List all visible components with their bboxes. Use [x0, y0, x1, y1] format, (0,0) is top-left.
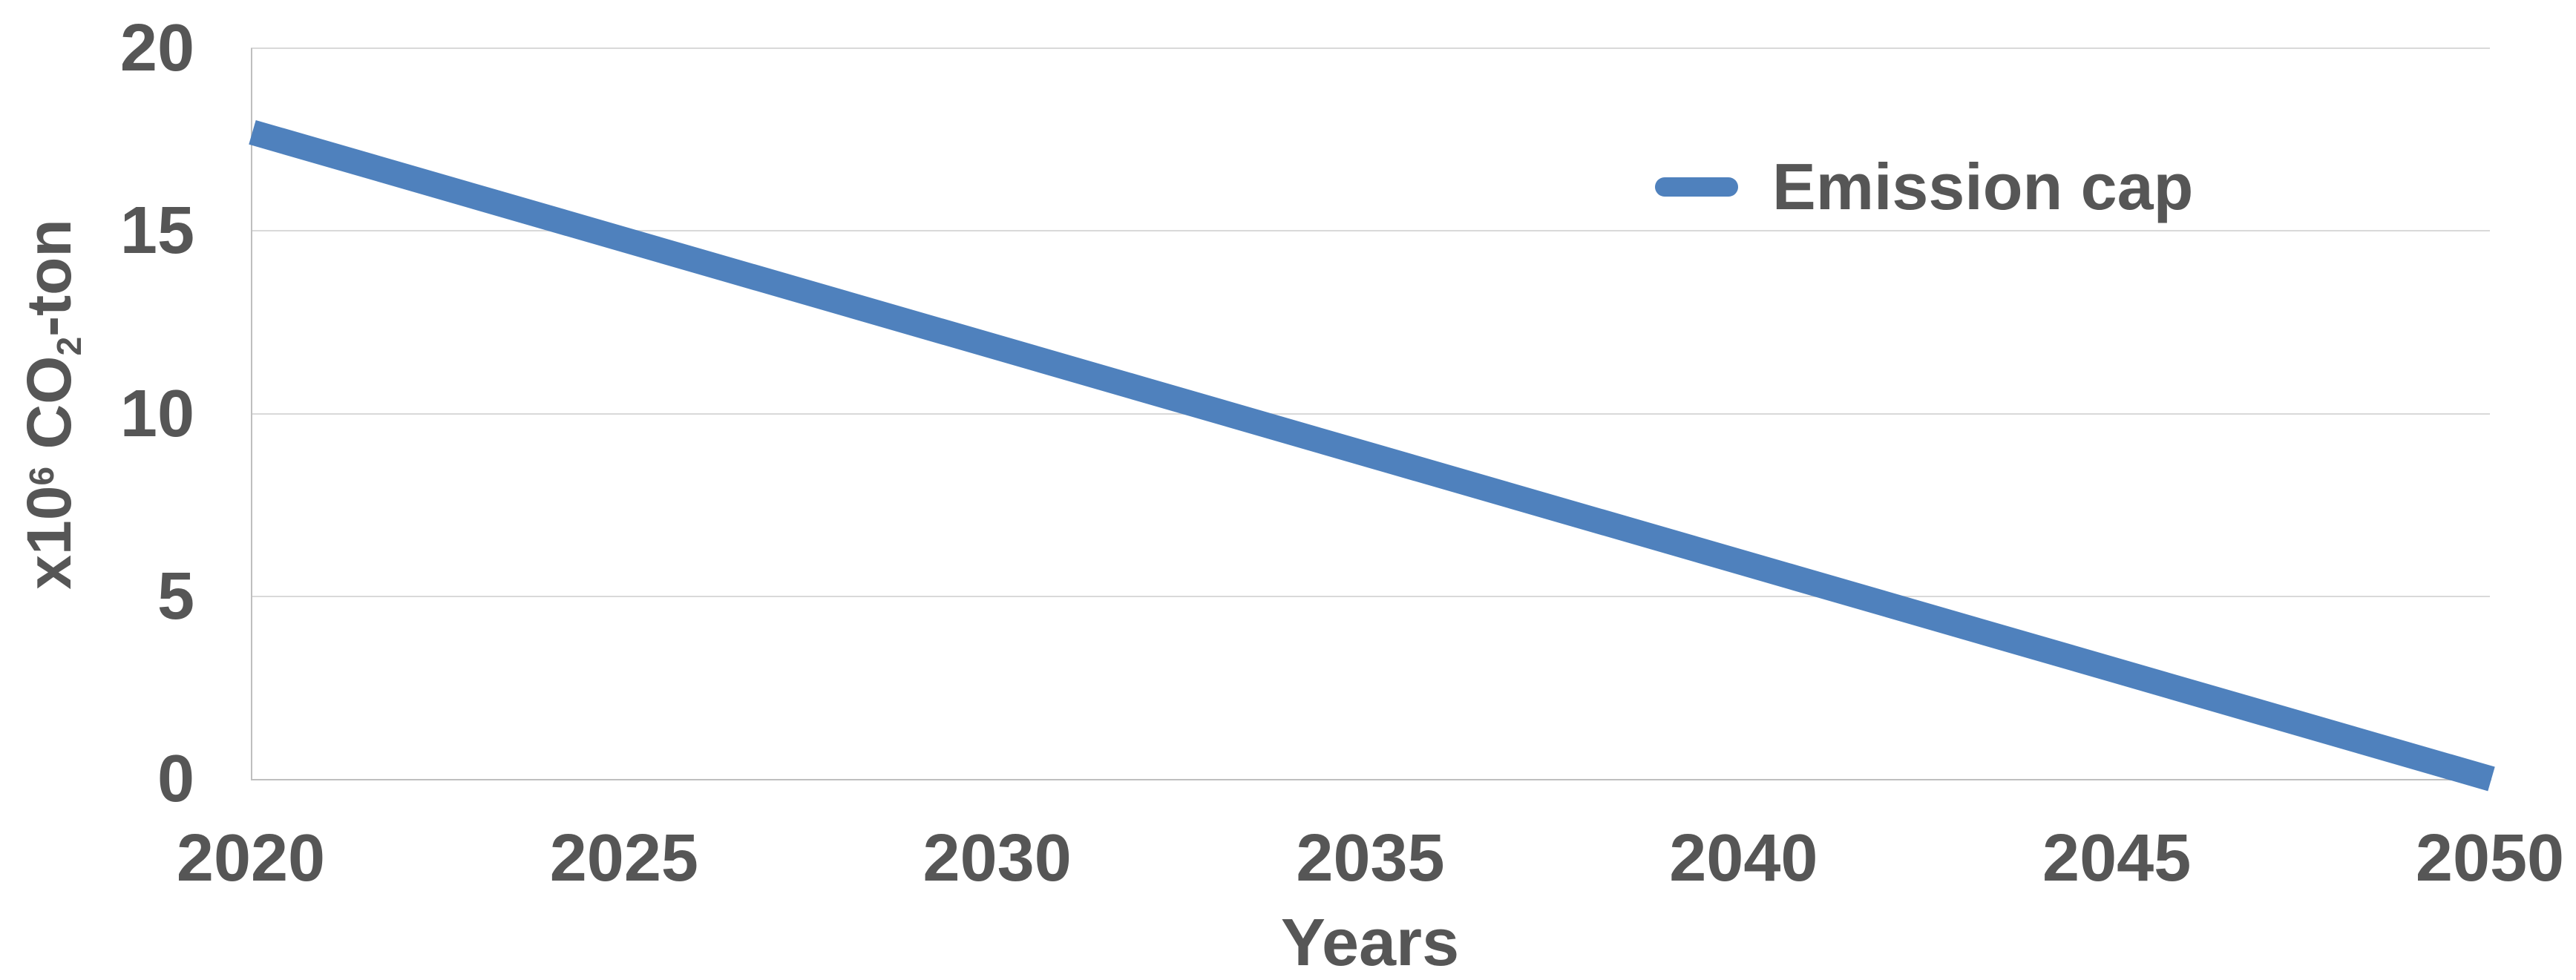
x-tick-label-2050: 2050: [2415, 821, 2565, 895]
plot-area: [249, 48, 2495, 792]
y-axis-title: x106 CO2-ton: [14, 219, 88, 589]
y-axis-title-superscript: 6: [22, 466, 61, 486]
emission-cap-line-series: [249, 119, 2495, 792]
line-chart-canvas: [249, 119, 2495, 792]
x-tick-label-2035: 2035: [1296, 821, 1445, 895]
y-tick-label-5: 5: [157, 559, 194, 634]
y-axis-title-prefix: x10: [14, 485, 84, 590]
y-tick-label-15: 15: [119, 194, 194, 269]
legend-label: Emission cap: [1772, 150, 2194, 223]
gridline-y-15: [251, 230, 2490, 232]
x-tick-label-2025: 2025: [549, 821, 698, 895]
legend: Emission cap: [1655, 153, 2193, 221]
y-axis-title-subscript: 2: [49, 336, 88, 356]
x-tick-label-2030: 2030: [922, 821, 1072, 895]
gridline-y-20: [251, 47, 2490, 49]
gridline-y-10: [251, 412, 2490, 415]
legend-line-marker-icon: [1655, 177, 1738, 197]
x-axis-title: Years: [1280, 906, 1460, 980]
y-tick-label-10: 10: [119, 376, 194, 451]
y-tick-label-20: 20: [119, 11, 194, 85]
gridline-y-5: [251, 595, 2490, 597]
y-axis-title-mid: CO: [14, 355, 84, 467]
y-axis-title-suffix: -ton: [14, 219, 84, 337]
x-tick-label-2045: 2045: [2042, 821, 2192, 895]
x-tick-label-2040: 2040: [1669, 821, 1818, 895]
y-tick-label-0: 0: [157, 742, 194, 816]
x-tick-label-2020: 2020: [176, 821, 326, 895]
